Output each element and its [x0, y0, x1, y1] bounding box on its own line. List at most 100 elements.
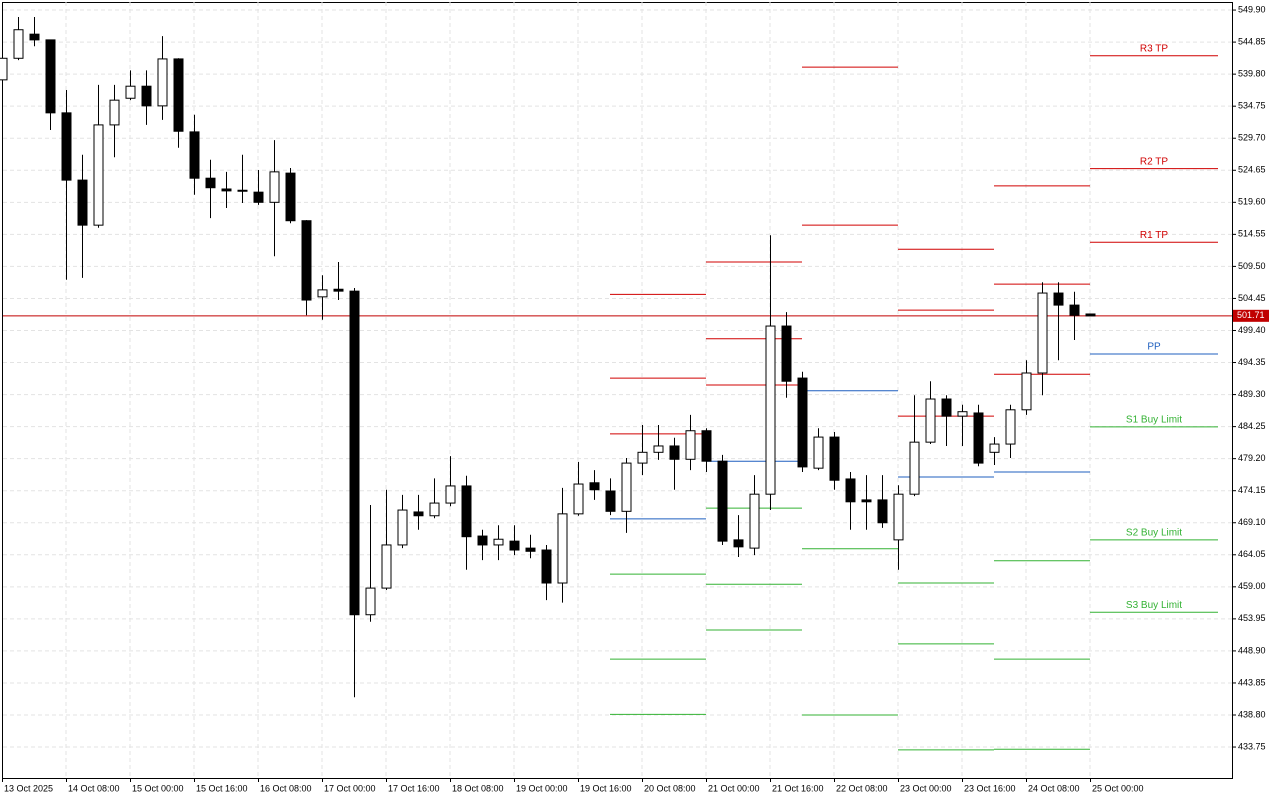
- y-tick-label: 469.10: [1238, 517, 1266, 527]
- candle-body: [205, 177, 216, 189]
- candle-body: [669, 445, 680, 460]
- candle-body: [557, 513, 568, 584]
- candle-body: [701, 430, 712, 462]
- level-label: R3 TP: [1140, 43, 1168, 54]
- candle-body: [493, 538, 504, 546]
- y-tick-label: 474.15: [1238, 485, 1266, 495]
- x-tick-label: 24 Oct 08:00: [1028, 783, 1080, 793]
- y-tick-label: 453.95: [1238, 613, 1266, 623]
- y-tick-label: 479.20: [1238, 453, 1266, 463]
- candle-body: [173, 58, 184, 132]
- candle-body: [381, 544, 392, 589]
- candle-body: [1085, 313, 1096, 317]
- y-tick-label: 448.90: [1238, 645, 1266, 655]
- candle-body: [973, 412, 984, 464]
- candle-body: [77, 179, 88, 226]
- candle-body: [477, 535, 488, 546]
- x-tick-label: 23 Oct 00:00: [900, 783, 952, 793]
- candle-body: [93, 124, 104, 226]
- candle-body: [989, 443, 1000, 453]
- y-tick-label: 443.85: [1238, 677, 1266, 687]
- candle-body: [637, 451, 648, 464]
- y-tick-label: 534.75: [1238, 101, 1266, 111]
- y-tick-label: 514.55: [1238, 229, 1266, 239]
- candle-body: [605, 490, 616, 512]
- candle-body: [237, 189, 248, 192]
- candle-body: [893, 493, 904, 541]
- candle-body: [269, 171, 280, 203]
- y-tick-label: 433.75: [1238, 741, 1266, 751]
- y-tick-label: 504.45: [1238, 293, 1266, 303]
- x-tick-label: 13 Oct 2025: [4, 783, 53, 793]
- candle-body: [877, 499, 888, 524]
- candle-body: [845, 478, 856, 503]
- candle-body: [1053, 292, 1064, 306]
- current-price-label: 501.71: [1237, 310, 1265, 320]
- candle-body: [333, 288, 344, 292]
- candle-body: [733, 539, 744, 548]
- candle-body: [525, 547, 536, 552]
- candle-body: [541, 549, 552, 584]
- candle-body: [925, 398, 936, 443]
- candle-body: [461, 485, 472, 538]
- candle-body: [573, 483, 584, 515]
- y-tick-label: 484.25: [1238, 421, 1266, 431]
- y-tick-label: 499.40: [1238, 325, 1266, 335]
- candle-body: [301, 220, 312, 301]
- candle-body: [253, 191, 264, 203]
- candle-body: [397, 509, 408, 546]
- candle-body: [285, 172, 296, 222]
- level-label: R2 TP: [1140, 156, 1168, 167]
- candle-body: [13, 29, 24, 59]
- x-tick-label: 15 Oct 00:00: [132, 783, 184, 793]
- x-tick-label: 17 Oct 16:00: [388, 783, 440, 793]
- candle-body: [765, 325, 776, 495]
- y-tick-label: 539.80: [1238, 69, 1266, 79]
- level-label: R1 TP: [1140, 230, 1168, 241]
- candle-body: [781, 325, 792, 382]
- y-tick-label: 524.65: [1238, 165, 1266, 175]
- candle-body: [1069, 304, 1080, 316]
- candle-body: [221, 188, 232, 192]
- candle-body: [109, 99, 120, 126]
- plot-frame: [2, 2, 1233, 779]
- candle-body: [829, 436, 840, 481]
- candle-body: [717, 460, 728, 542]
- candle-body: [797, 377, 808, 468]
- candle-body: [0, 57, 8, 81]
- candle-body: [861, 499, 872, 503]
- candle-body: [957, 411, 968, 417]
- x-tick-label: 21 Oct 16:00: [772, 783, 824, 793]
- candle-body: [621, 462, 632, 512]
- y-tick-label: 519.60: [1238, 197, 1266, 207]
- candle-body: [29, 33, 40, 41]
- x-tick-label: 25 Oct 00:00: [1092, 783, 1144, 793]
- candle-body: [317, 289, 328, 298]
- candle-body: [909, 441, 920, 495]
- x-tick-label: 15 Oct 16:00: [196, 783, 248, 793]
- y-tick-label: 464.05: [1238, 549, 1266, 559]
- y-tick-label: 529.70: [1238, 133, 1266, 143]
- candle-body: [61, 112, 72, 181]
- candle-body: [509, 540, 520, 551]
- candle-body: [365, 587, 376, 616]
- level-label: PP: [1147, 342, 1161, 353]
- x-tick-label: 18 Oct 08:00: [452, 783, 504, 793]
- level-label: S3 Buy Limit: [1126, 600, 1182, 611]
- candle-body: [141, 85, 152, 107]
- x-tick-label: 16 Oct 08:00: [260, 783, 312, 793]
- candle-body: [45, 39, 56, 114]
- x-tick-label: 20 Oct 08:00: [644, 783, 696, 793]
- candle-body: [157, 58, 168, 107]
- x-tick-label: 19 Oct 16:00: [580, 783, 632, 793]
- x-tick-label: 17 Oct 00:00: [324, 783, 376, 793]
- y-tick-label: 549.90: [1238, 4, 1266, 14]
- candle-body: [813, 436, 824, 469]
- y-tick-label: 494.35: [1238, 357, 1266, 367]
- level-label: S2 Buy Limit: [1126, 528, 1182, 539]
- candle-body: [1037, 292, 1048, 374]
- candle-body: [1005, 409, 1016, 445]
- candle-body: [941, 398, 952, 417]
- current-price-box: [1233, 309, 1269, 322]
